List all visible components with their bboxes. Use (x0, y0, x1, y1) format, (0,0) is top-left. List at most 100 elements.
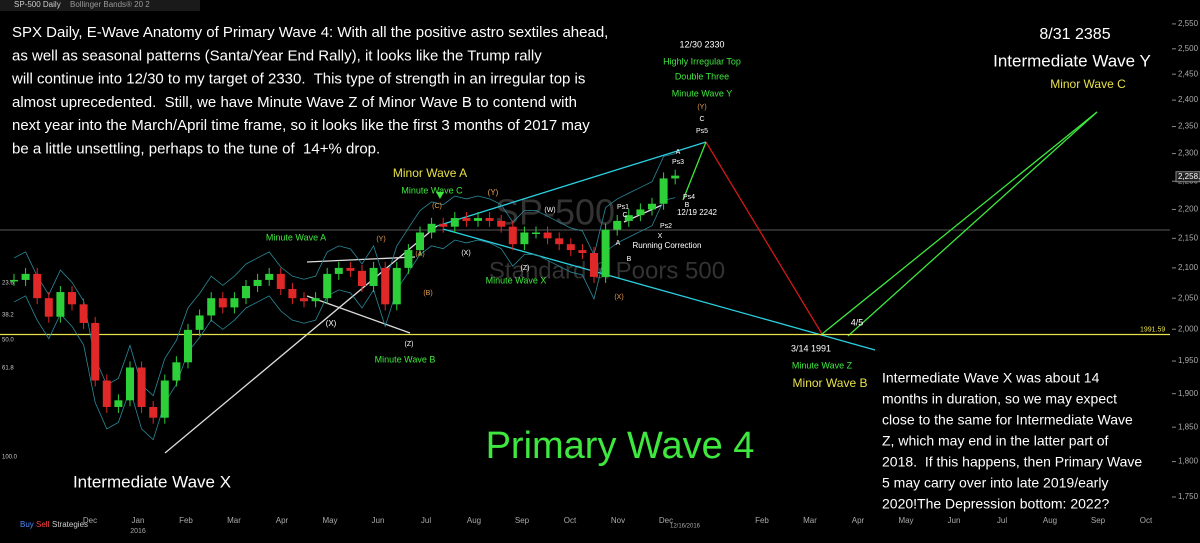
support-label: 1991.59 (1140, 326, 1165, 333)
toolbar: SP-500 Daily Bollinger Bands® 20 2 Buy S… (0, 0, 200, 529)
annotation: (C) (432, 203, 442, 210)
annotation: 12/30 2330 (679, 39, 724, 49)
annotation: C (699, 116, 704, 123)
annotation: Minute Wave X (486, 275, 547, 285)
fib-label: 61.8 (2, 366, 14, 372)
candle (601, 229, 610, 277)
candle (137, 367, 146, 407)
sell-button[interactable]: Sell (36, 520, 50, 529)
annotation: 4/5 (851, 317, 864, 327)
candle (427, 223, 436, 233)
fib-label: 38.2 (2, 313, 14, 319)
y-tick-label: 2,500 (1178, 44, 1199, 53)
candle (636, 209, 645, 216)
annotation: C (622, 212, 627, 219)
annotation: Double Three (675, 71, 729, 81)
x-tick-label: Dec (83, 516, 97, 525)
annotation: (X) (326, 319, 337, 328)
outlook-line: months in duration, so we may expect (882, 391, 1117, 407)
projection-down (705, 141, 823, 335)
indicator-label: Bollinger Bands® 20 2 (70, 0, 150, 9)
commentary-line: be a little unsettling, perhaps to the t… (12, 140, 380, 157)
candle (439, 223, 448, 227)
x-tick-label: Aug (1043, 516, 1057, 525)
y-tick-label: 2,000 (1178, 324, 1199, 333)
annotation: Ps1 (617, 204, 629, 211)
annotation: (Z) (521, 265, 530, 272)
candle (450, 218, 459, 227)
candle (346, 267, 355, 271)
x-tick-label: Oct (1140, 516, 1153, 525)
annotation: Minor Wave C (1050, 77, 1126, 91)
x-tick-label: Oct (564, 516, 577, 525)
annotation: (X) (461, 250, 470, 257)
candle (33, 273, 42, 299)
annotation: A (676, 149, 681, 156)
x-tick-label: Mar (803, 516, 817, 525)
annotation: Minor Wave B (793, 376, 868, 390)
projection-up (847, 111, 1098, 337)
candle (671, 175, 680, 179)
last-price-tag (1175, 171, 1200, 183)
x-tick-label: Jan (132, 516, 145, 525)
outlook-line: Z, which may end in the latter part of (882, 433, 1109, 449)
annotation: Ps4 (683, 194, 695, 201)
year-label: 2016 (130, 528, 146, 535)
x-tick-label: Feb (755, 516, 769, 525)
strategies-button[interactable]: Strategies (52, 520, 88, 529)
candle (253, 279, 262, 286)
x-tick-label: Apr (852, 516, 865, 525)
candle (265, 273, 274, 280)
buy-button[interactable]: Buy (20, 520, 34, 529)
candle (114, 400, 123, 407)
fib-label: 50.0 (2, 338, 14, 344)
y-tick-label: 1,900 (1178, 389, 1199, 398)
annotation: Ps2 (660, 223, 672, 230)
annotation: (Y) (488, 188, 499, 197)
x-tick-label: Apr (276, 516, 289, 525)
y-tick-label: 2,050 (1178, 293, 1199, 302)
trend-line (306, 256, 416, 263)
bollinger-band (13, 153, 676, 397)
candle (288, 289, 297, 299)
y-tick-label: 2,200 (1178, 205, 1199, 214)
fib-label: 23.6 (2, 281, 14, 287)
y-tick-label: 2,400 (1178, 95, 1199, 104)
outlook-line: 5 may carry over into late 2019/early (882, 475, 1108, 491)
toolbar-bg (0, 0, 200, 11)
candle (508, 226, 517, 245)
candle (334, 267, 343, 274)
annotation: (X) (614, 294, 623, 301)
x-tick-label: May (322, 516, 337, 525)
y-tick-label: 2,100 (1178, 263, 1199, 272)
candle (300, 298, 308, 302)
projection-up (682, 141, 707, 201)
annotation: Primary Wave 4 (486, 425, 755, 467)
y-tick-label: 2,150 (1178, 233, 1199, 242)
candle (172, 362, 181, 381)
candle (323, 273, 332, 299)
commentary-line: SPX Daily, E-Wave Anatomy of Primary Wav… (12, 24, 608, 41)
y-tick-label: 2,300 (1178, 149, 1199, 158)
annotation: (Y) (697, 104, 706, 111)
candle (276, 273, 285, 290)
candle (126, 367, 134, 401)
candle (358, 270, 366, 286)
y-tick-label: 1,950 (1178, 356, 1199, 365)
annotation: A (616, 240, 621, 247)
candle (532, 232, 540, 234)
commentary-line: will continue into 12/30 to my target of… (11, 71, 585, 88)
candle (381, 267, 390, 305)
x-tick-label: Jun (948, 516, 961, 525)
candle (416, 232, 424, 251)
outlook-line: close to the same for Intermediate Wave (882, 412, 1133, 428)
commentary-line: almost uprecedented. Still, we have Minu… (12, 94, 577, 111)
commentary-line: next year into the March/April time fram… (12, 117, 590, 134)
annotation: (Y) (376, 236, 385, 243)
symbol-label: SP-500 Daily (14, 0, 61, 9)
candle (44, 298, 53, 317)
trend-line (164, 225, 438, 454)
date-label: 12/16/2016 (670, 524, 701, 530)
